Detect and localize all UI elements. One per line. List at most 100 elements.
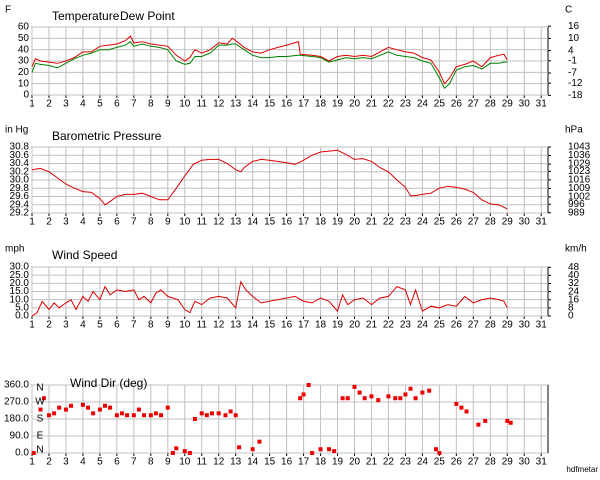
point: [97, 407, 102, 412]
y-tick-label: 30.6: [10, 150, 30, 161]
point: [301, 392, 306, 397]
y-tick-label: 180.0: [4, 414, 29, 425]
point: [318, 447, 323, 452]
x-tick-label: 15: [264, 217, 276, 228]
x-tick-label: 7: [131, 320, 137, 331]
x-tick-label: 11: [197, 457, 208, 468]
x-tick-label: 11: [197, 99, 208, 110]
point: [46, 413, 51, 418]
point: [310, 451, 315, 455]
point: [119, 411, 124, 416]
x-tick-label: 3: [63, 217, 69, 228]
x-tick-label: 6: [114, 457, 120, 468]
point: [41, 396, 46, 401]
x-tick-label: 25: [434, 457, 446, 468]
x-tick-label: 17: [298, 320, 310, 331]
point: [57, 405, 62, 410]
point: [182, 449, 187, 454]
x-tick-label: 2: [46, 217, 52, 228]
y-tick-label: 30.4: [10, 158, 30, 169]
y-tick-label: 15.0: [10, 286, 30, 297]
point: [223, 413, 228, 418]
y-tick-label: 0: [23, 90, 29, 101]
point: [38, 407, 43, 412]
point: [199, 411, 204, 416]
y-tick-label: 40: [18, 44, 30, 55]
x-tick-label: 19: [332, 217, 344, 228]
y2-tick-label: 1029: [568, 159, 591, 170]
x-tick-label: 12: [213, 217, 225, 228]
x-tick-label: 29: [502, 320, 514, 331]
x-tick-label: 2: [46, 99, 52, 110]
y-tick-label: 270.0: [4, 397, 29, 408]
x-tick-label: 16: [281, 457, 293, 468]
x-tick-label: 29: [502, 217, 514, 228]
x-tick-label: 3: [63, 457, 69, 468]
y-tick-label: 29.2: [10, 208, 30, 219]
x-tick-label: 18: [315, 99, 327, 110]
y2-tick-label: 24: [568, 286, 580, 297]
compass-label: N: [36, 383, 43, 394]
legend-entry: Temperature: [52, 9, 120, 23]
compass-label: N: [36, 445, 43, 456]
y2-tick-label: 1002: [568, 192, 591, 203]
x-tick-label: 8: [148, 320, 154, 331]
x-tick-label: 14: [247, 457, 259, 468]
point: [250, 447, 255, 452]
y-tick-label: 10: [18, 78, 30, 89]
y2-axis-label: hPa: [565, 125, 583, 136]
point: [148, 413, 153, 418]
point: [187, 451, 192, 455]
y2-tick-label: 10: [568, 33, 580, 44]
y2-tick-label: 40: [568, 270, 580, 281]
y2-tick-label: 1016: [568, 175, 591, 186]
x-tick-label: 13: [230, 457, 242, 468]
point: [459, 405, 464, 410]
x-tick-label: 15: [264, 457, 276, 468]
point: [52, 411, 57, 416]
y-tick-label: 0.0: [15, 311, 29, 322]
x-tick-label: 14: [247, 217, 259, 228]
x-tick-label: 29: [502, 99, 514, 110]
x-tick-label: 16: [281, 99, 293, 110]
point: [508, 420, 513, 425]
chart-title: Wind Speed: [52, 248, 117, 262]
x-tick-label: 7: [131, 99, 137, 110]
point: [386, 394, 391, 399]
point: [340, 396, 345, 401]
y2-tick-label: -1: [568, 55, 577, 66]
point: [233, 413, 238, 418]
x-tick-label: 13: [230, 320, 242, 331]
y-tick-label: 50: [18, 33, 30, 44]
point: [352, 384, 357, 389]
x-tick-label: 13: [230, 99, 242, 110]
x-tick-label: 4: [80, 217, 86, 228]
x-tick-label: 24: [417, 99, 429, 110]
point: [86, 405, 91, 410]
point: [427, 388, 432, 393]
x-tick-label: 23: [400, 457, 412, 468]
y-tick-label: 29.8: [10, 183, 30, 194]
point: [170, 451, 175, 455]
x-tick-label: 8: [148, 457, 154, 468]
x-tick-label: 8: [148, 217, 154, 228]
x-tick-label: 17: [298, 217, 310, 228]
x-tick-label: 30: [519, 99, 531, 110]
point: [476, 422, 481, 427]
x-tick-label: 2: [46, 320, 52, 331]
data-line: [31, 41, 508, 90]
x-tick-label: 10: [179, 217, 191, 228]
x-tick-label: 29: [502, 457, 514, 468]
point: [108, 405, 113, 410]
y-tick-label: 30.0: [10, 175, 30, 186]
point: [114, 413, 119, 418]
y-tick-label: 20: [18, 67, 30, 78]
x-tick-label: 27: [468, 99, 480, 110]
x-tick-label: 12: [213, 99, 225, 110]
x-tick-label: 9: [165, 217, 171, 228]
x-tick-label: 27: [468, 457, 480, 468]
point: [403, 392, 408, 397]
x-tick-label: 31: [536, 457, 548, 468]
y2-tick-label: 1009: [568, 183, 591, 194]
x-tick-label: 17: [298, 99, 310, 110]
